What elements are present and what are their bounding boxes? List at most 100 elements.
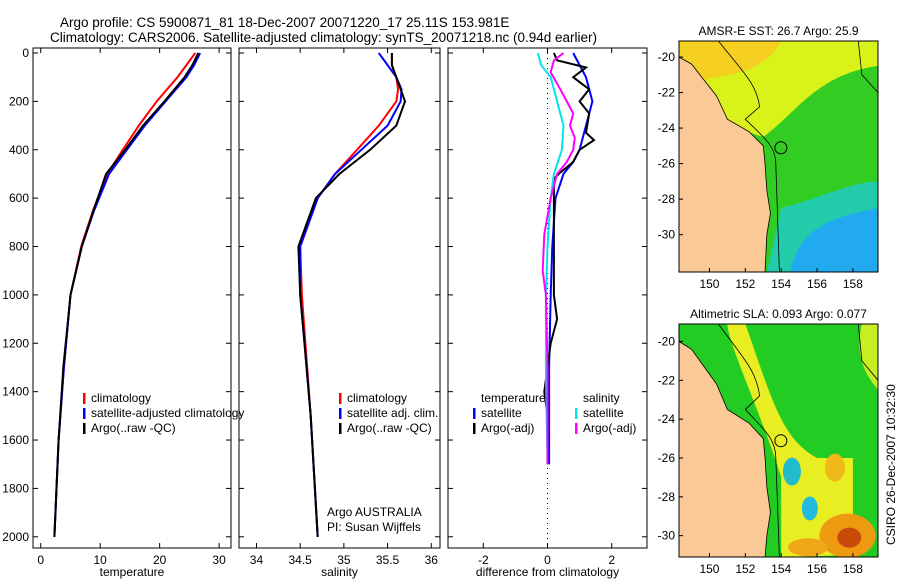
x-tick-label: 152 (735, 277, 755, 291)
y-tick-label: -26 (658, 157, 676, 171)
y-tick-label: 2000 (2, 530, 29, 544)
y-tick-label: 0 (22, 46, 29, 60)
legend-swatch (339, 408, 342, 419)
x-tick-label: 150 (699, 277, 719, 291)
legend-label: Argo(..raw -QC) (91, 421, 176, 435)
legend-swatch (575, 408, 578, 419)
series-line-temperature-argo-adj- (543, 52, 596, 465)
side-label: CSIRO 26-Dec-2007 10:32:30 (884, 384, 898, 545)
plot-frame (32, 47, 232, 549)
series-line-satellite-adj-clim- (299, 52, 403, 537)
legend-swatch (575, 423, 578, 434)
y-tick-label: 1800 (2, 481, 29, 495)
series-line-argo-raw-qc- (297, 53, 407, 537)
x-tick-label: 158 (843, 562, 863, 576)
map-frame (678, 40, 879, 273)
x-axis-label: difference from climatology (476, 565, 619, 579)
x-tick-label: 0 (37, 553, 44, 567)
legend-label: satellite adj. clim. (347, 406, 438, 420)
legend-swatch (339, 423, 342, 434)
y-tick-label: -30 (658, 228, 676, 242)
sst-map: AMSR-E SST: 26.7 Argo: 25.9 150 152 154 156 1… (658, 24, 879, 291)
x-tick-label: 10 (94, 553, 108, 567)
legend-label: Argo(-adj) (583, 421, 636, 435)
sla-high-east (824, 453, 845, 482)
legend-swatch (473, 408, 476, 419)
sla-peak-inner (837, 527, 862, 548)
map-title: Altimetric SLA: 0.093 Argo: 0.077 (690, 307, 867, 321)
title-line-1: Argo profile: CS 5900871_81 18-Dec-2007 … (60, 15, 509, 30)
x-axis-label: salinity (321, 565, 358, 579)
y-tick-label: -20 (658, 334, 676, 348)
y-tick-label: -22 (658, 86, 676, 100)
x-axis-label: temperature (100, 565, 165, 579)
x-tick-label: 30 (212, 553, 226, 567)
x-tick-label: 20 (153, 553, 167, 567)
sla-low-west (782, 457, 801, 486)
x-tick-label: 158 (843, 277, 863, 291)
y-tick-label: -24 (658, 121, 676, 135)
sla-high-south (788, 538, 829, 557)
legend-swatch (339, 393, 342, 404)
panel-1: 0 10 20 30 0 200 400 600 800 1000 1200 1400 1600 1800… (2, 46, 244, 579)
series-line-salinity-argo-adj- (541, 52, 576, 465)
x-tick-label: 150 (699, 562, 719, 576)
sst-coolest-region (790, 208, 878, 272)
map-field (679, 41, 878, 272)
land-australia (679, 56, 771, 272)
isobath-contour (718, 324, 780, 557)
series-line-argo-raw-qc- (53, 52, 200, 537)
y-tick-label: 1400 (2, 385, 29, 399)
legend-label: satellite (583, 406, 624, 420)
map-field (679, 324, 878, 557)
x-tick-label: 154 (771, 277, 791, 291)
y-tick-label: 1600 (2, 433, 29, 447)
x-tick-label: 2 (608, 553, 615, 567)
plot-frame (238, 47, 441, 549)
y-tick-label: -28 (658, 490, 676, 504)
y-tick-label: -20 (658, 50, 676, 64)
y-tick-label: 600 (9, 191, 29, 205)
map-title: AMSR-E SST: 26.7 Argo: 25.9 (698, 24, 858, 38)
sla-map: Altimetric SLA: 0.093 Argo: 0.077 150 152 1… (658, 307, 879, 576)
legend-label: Argo(-adj) (481, 421, 534, 435)
panel-2: 34 34.5 35 35.5 36 salinity climatologysatelli… (238, 47, 441, 579)
legend-title: salinity (583, 391, 620, 405)
x-tick-label: 0 (544, 553, 551, 567)
x-tick-label: 34.5 (288, 553, 312, 567)
x-tick-label: 34 (250, 553, 264, 567)
x-tick-label: 156 (807, 277, 827, 291)
x-tick-label: 156 (807, 562, 827, 576)
legend-label: climatology (91, 391, 151, 405)
isobath-contour (718, 41, 780, 272)
series-line-satellite-adjusted-climatology (53, 52, 201, 537)
annotation-line: Argo AUSTRALIA (327, 505, 422, 519)
isobath-contour-east (857, 324, 878, 381)
y-tick-label: 200 (9, 94, 29, 108)
y-tick-label: 800 (9, 240, 29, 254)
y-tick-label: -22 (658, 373, 676, 387)
sla-high-band (727, 324, 853, 557)
legend-label: Argo(..raw -QC) (347, 421, 432, 435)
map-frame (678, 323, 879, 558)
x-tick-label: -2 (478, 553, 489, 567)
sst-warmest-region (679, 41, 782, 84)
isobath-contour-east (857, 41, 878, 93)
series-line-climatology (299, 53, 400, 537)
land-australia (679, 341, 771, 557)
legend-label: satellite-adjusted climatology (91, 406, 244, 420)
x-tick-label: 36 (425, 553, 439, 567)
y-tick-label: -26 (658, 451, 676, 465)
annotation-line: PI: Susan Wijffels (327, 520, 421, 534)
y-tick-label: -24 (658, 412, 676, 426)
series-line-climatology (53, 52, 197, 537)
y-tick-label: 400 (9, 143, 29, 157)
legend-label: satellite (481, 406, 522, 420)
x-tick-label: 35.5 (376, 553, 400, 567)
argo-position-marker (774, 141, 788, 155)
legend-swatch (83, 393, 86, 404)
legend-title: temperature (481, 391, 546, 405)
legend-swatch (83, 423, 86, 434)
x-tick-label: 152 (735, 562, 755, 576)
